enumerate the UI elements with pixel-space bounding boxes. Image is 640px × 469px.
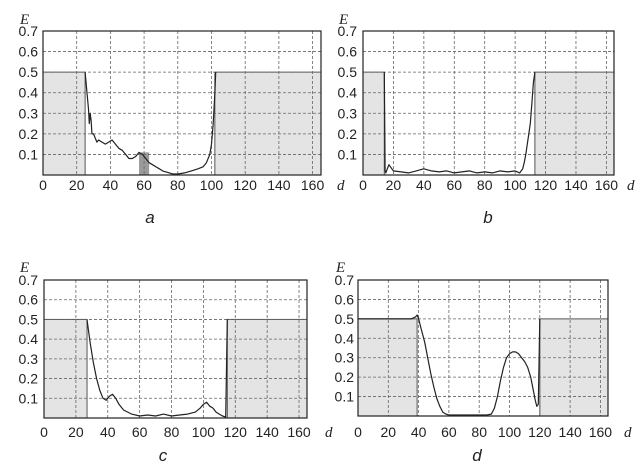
y-tick-label: 0.2: [19, 126, 39, 142]
x-tick-label: 140: [564, 177, 588, 193]
x-tick-label: 60: [136, 177, 152, 193]
x-tick-label: 140: [267, 177, 291, 193]
x-tick-label: 80: [170, 177, 186, 193]
y-axis-label: E: [338, 12, 348, 28]
x-tick-label: 60: [132, 424, 148, 440]
x-tick-label: 100: [503, 177, 527, 193]
y-axis-label: E: [19, 260, 29, 276]
y-tick-label: 0.4: [19, 331, 39, 347]
y-tick-label: 0.1: [19, 390, 39, 406]
x-tick-label: 100: [200, 177, 224, 193]
x-tick-label: 120: [528, 424, 552, 440]
x-tick-label: 100: [498, 424, 522, 440]
y-tick-label: 0.4: [338, 85, 358, 101]
x-tick-label: 160: [595, 177, 619, 193]
x-tick-label: 40: [100, 424, 116, 440]
y-tick-label: 0.6: [19, 292, 39, 308]
x-tick-label: 80: [477, 177, 493, 193]
y-tick-label: 0.2: [338, 126, 358, 142]
y-tick-label: 0.7: [19, 272, 39, 288]
y-tick-label: 0.3: [19, 351, 39, 367]
y-tick-label: 0.6: [338, 44, 358, 60]
chart-panel-d: 0.1 0.2 0.3 0.4 0.5 0.6 0.7 0 20 40 60 80 100 120 140 1…: [335, 260, 632, 465]
x-axis-label: d: [337, 178, 345, 194]
y-tick-label: 0.3: [335, 350, 355, 366]
x-tick-label: 120: [234, 177, 258, 193]
shaded-region: [357, 318, 418, 417]
y-tick-label: 0.5: [19, 311, 39, 327]
x-axis-label: d: [624, 425, 632, 441]
series-line: [383, 72, 536, 174]
y-tick-label: 0.5: [19, 64, 39, 80]
x-tick-label: 160: [301, 177, 325, 193]
x-tick-label: 140: [255, 424, 279, 440]
chart-panel-a: 0.1 0.2 0.3 0.4 0.5 0.6 0.7 0 20 40 60 80 100 120 140 1…: [19, 12, 345, 227]
y-tick-label: 0.1: [338, 146, 358, 162]
x-tick-label: 20: [69, 177, 85, 193]
x-tick-label: 80: [471, 424, 487, 440]
x-tick-label: 140: [558, 424, 582, 440]
x-tick-label: 160: [589, 424, 613, 440]
y-tick-label: 0.1: [19, 146, 39, 162]
y-tick-label: 0.5: [335, 311, 355, 327]
x-tick-label: 20: [386, 177, 402, 193]
y-tick-label: 0.1: [335, 389, 355, 405]
x-tick-label: 20: [68, 424, 84, 440]
y-tick-label: 0.6: [335, 291, 355, 307]
y-tick-label: 0.3: [338, 105, 358, 121]
x-tick-label: 120: [534, 177, 558, 193]
panel-caption: d: [472, 446, 482, 465]
y-tick-label: 0.3: [19, 105, 39, 121]
y-axis-label: E: [335, 260, 345, 276]
chart-panel-c: 0.1 0.2 0.3 0.4 0.5 0.6 0.7 0 20 40 60 80 100 120 140 1…: [19, 260, 333, 465]
y-tick-label: 0.7: [335, 272, 355, 288]
y-tick-label: 0.4: [335, 330, 355, 346]
x-tick-label: 40: [416, 177, 432, 193]
series-line: [358, 314, 541, 416]
x-tick-label: 60: [441, 424, 457, 440]
y-tick-label: 0.7: [338, 23, 358, 39]
plot-frame: [362, 30, 615, 176]
y-tick-label: 0.5: [338, 64, 358, 80]
x-tick-label: 20: [381, 424, 397, 440]
y-tick-label: 0.2: [335, 369, 355, 385]
chart-panel-b: 0.1 0.2 0.3 0.4 0.5 0.6 0.7 0 20 40 60 80 100 120 140 1…: [338, 12, 635, 227]
x-tick-label: 80: [164, 424, 180, 440]
x-tick-label: 40: [103, 177, 119, 193]
panel-caption: b: [483, 208, 492, 227]
plot-frame: [43, 279, 308, 419]
y-axis-label: E: [19, 12, 29, 28]
x-axis-label: d: [627, 178, 635, 194]
x-tick-label: 160: [287, 424, 311, 440]
x-tick-label: 100: [192, 424, 216, 440]
panel-caption: c: [159, 446, 168, 465]
x-tick-label: 120: [224, 424, 248, 440]
y-tick-label: 0.2: [19, 371, 39, 387]
series-line: [84, 72, 217, 175]
x-tick-label: 0: [39, 177, 47, 193]
shaded-region: [362, 71, 385, 176]
x-tick-label: 0: [354, 424, 362, 440]
x-tick-label: 60: [446, 177, 462, 193]
shaded-region: [214, 71, 322, 176]
x-axis-label: d: [325, 425, 333, 441]
y-tick-label: 0.6: [19, 44, 39, 60]
x-tick-label: 0: [40, 424, 48, 440]
y-tick-label: 0.4: [19, 85, 39, 101]
panel-caption: a: [145, 208, 154, 227]
shaded-region: [534, 71, 615, 176]
series-line: [86, 319, 228, 418]
plot-frame: [357, 279, 609, 417]
shaded-region: [226, 318, 308, 419]
y-tick-label: 0.7: [19, 23, 39, 39]
x-tick-label: 0: [359, 177, 367, 193]
shaded-region: [43, 318, 88, 419]
plot-frame: [42, 30, 322, 176]
shaded-region: [539, 318, 609, 417]
x-tick-label: 40: [411, 424, 427, 440]
shaded-region: [42, 71, 86, 176]
